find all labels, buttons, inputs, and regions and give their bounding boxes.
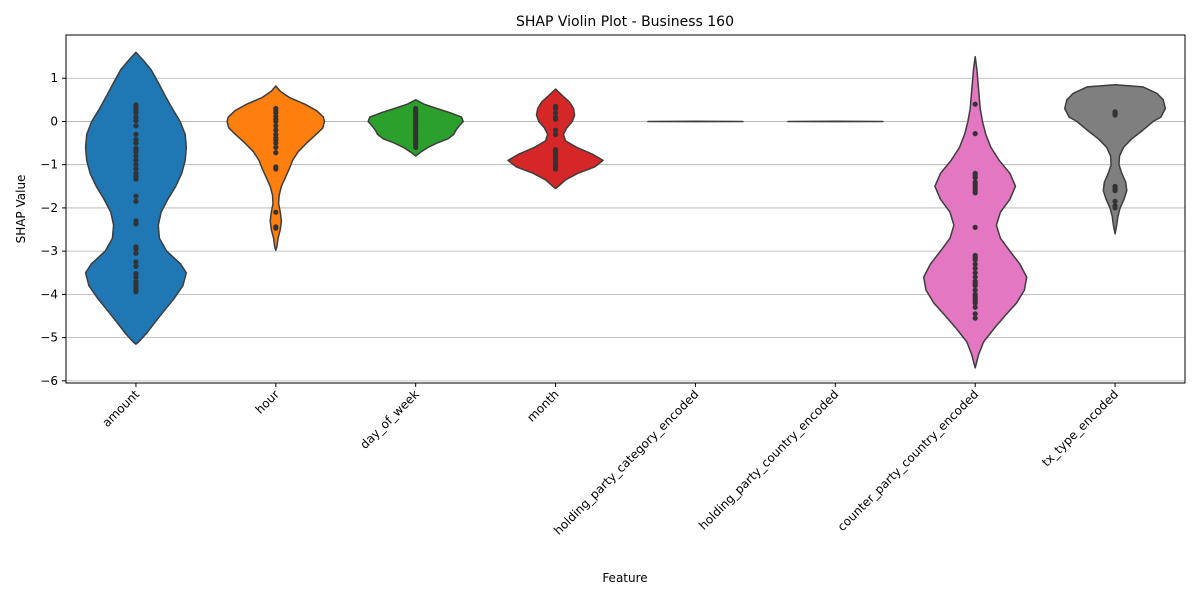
data-point — [133, 110, 139, 116]
data-point — [133, 274, 139, 280]
data-point — [133, 193, 139, 199]
data-point — [133, 123, 139, 129]
y-tick-label: −1 — [40, 158, 58, 172]
y-tick-label: 0 — [50, 114, 58, 128]
data-point — [1112, 205, 1118, 211]
x-tick-label: holding_party_category_encoded — [551, 387, 701, 537]
data-point — [972, 257, 978, 263]
data-point — [133, 166, 139, 172]
y-tick-label: −2 — [40, 201, 58, 215]
data-point — [552, 116, 559, 122]
data-point — [552, 166, 559, 172]
violin-tx-type-encoded — [1063, 83, 1167, 235]
data-point — [972, 274, 978, 280]
x-tick-label: day_of_week — [357, 387, 422, 452]
data-point — [972, 283, 978, 289]
data-point — [972, 265, 978, 271]
chart-title: SHAP Violin Plot - Business 160 — [516, 14, 734, 30]
data-point — [972, 270, 978, 276]
data-point — [552, 110, 559, 116]
x-tick-label: holding_party_country_encoded — [696, 387, 841, 532]
violin-counter-party-country-encoded — [922, 55, 1028, 369]
data-point — [133, 176, 139, 182]
y-tick-label: −4 — [40, 287, 58, 301]
data-point — [273, 150, 279, 156]
data-point — [552, 127, 559, 133]
data-point — [273, 140, 279, 146]
data-point — [273, 123, 279, 129]
data-point — [133, 118, 139, 124]
data-point — [972, 190, 978, 196]
data-point — [972, 287, 978, 293]
data-point — [972, 304, 978, 310]
data-point — [133, 259, 139, 265]
data-point — [273, 127, 279, 133]
data-point — [972, 311, 978, 317]
violins — [84, 51, 1167, 369]
data-point — [972, 300, 978, 306]
data-point — [133, 246, 139, 252]
data-point — [273, 166, 279, 172]
data-point — [133, 131, 139, 137]
x-axis: amount hour day_of_week monthholding_party_… — [99, 383, 1121, 538]
data-point — [972, 224, 978, 230]
data-point — [1112, 188, 1118, 194]
x-tick-label: hour — [253, 387, 282, 416]
data-point — [133, 157, 139, 163]
data-point — [133, 221, 139, 227]
data-point — [1112, 112, 1118, 118]
data-point — [273, 209, 279, 215]
data-point — [273, 118, 279, 125]
data-point — [552, 131, 559, 137]
data-point — [273, 225, 279, 231]
data-point — [972, 315, 978, 321]
data-point — [972, 175, 978, 181]
y-axis-label: SHAP Value — [14, 175, 28, 244]
y-tick-label: 1 — [50, 71, 58, 85]
x-axis-label: Feature — [602, 571, 647, 585]
data-point — [133, 250, 139, 256]
data-point — [133, 198, 139, 204]
data-point — [133, 140, 139, 146]
y-axis: 1 0 −1 −2 −3 −4 −5 −6 — [40, 71, 66, 388]
data-point — [133, 289, 139, 295]
data-point — [133, 263, 139, 269]
data-point — [413, 144, 419, 150]
x-tick-label: month — [524, 387, 561, 424]
data-point — [133, 162, 139, 168]
x-tick-label: amount — [99, 387, 142, 430]
y-tick-label: −5 — [40, 331, 58, 345]
plot-frame — [65, 34, 1186, 384]
data-point — [133, 149, 139, 155]
y-tick-label: −6 — [40, 374, 58, 388]
data-point — [972, 261, 978, 267]
data-point — [972, 131, 978, 137]
data-point — [133, 153, 139, 159]
x-tick-label: counter_party_country_encoded — [835, 387, 982, 534]
data-point — [552, 105, 559, 112]
data-point — [1112, 198, 1118, 204]
x-tick-label: tx_type_encoded — [1039, 387, 1121, 469]
y-tick-label: −3 — [40, 244, 58, 258]
data-point — [972, 101, 978, 107]
data-point — [273, 144, 279, 150]
violin-month — [507, 88, 604, 190]
